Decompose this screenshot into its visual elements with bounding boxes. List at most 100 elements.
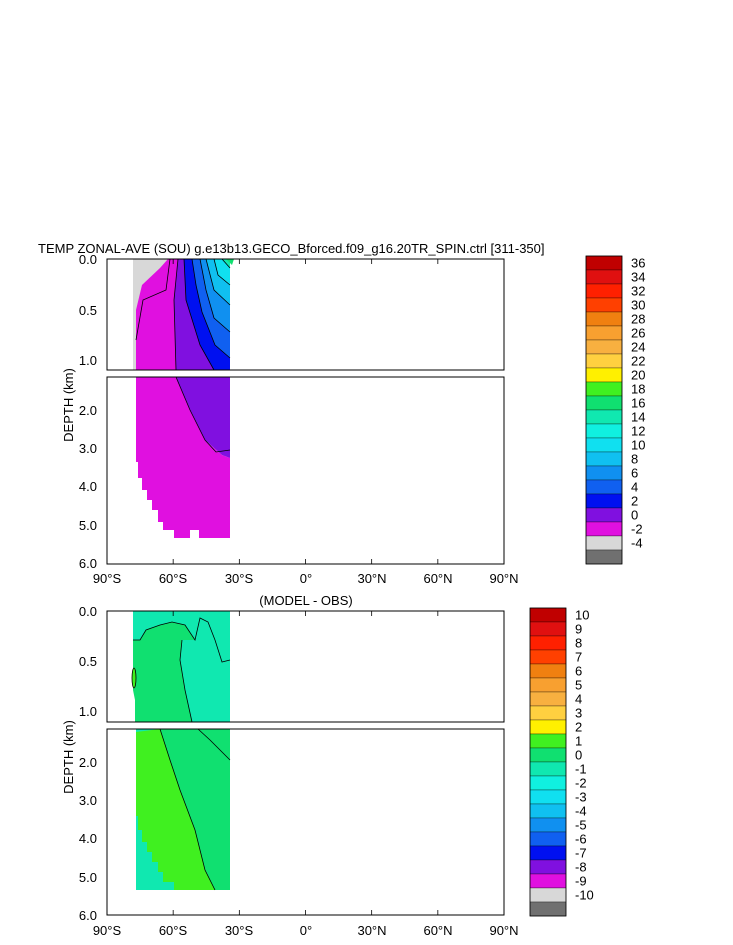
colorbar-bottom-swatch-10	[529, 747, 567, 763]
top-ytick-7: 6.0	[79, 556, 97, 571]
bottom-lower-field	[136, 729, 230, 890]
top-upper-contours	[135, 258, 231, 371]
colorbar-top-label-10: 16	[631, 396, 645, 411]
colorbar-top-swatch-21	[585, 549, 623, 565]
colorbar-top-swatch-16	[585, 479, 623, 495]
colorbar-top-swatch-19	[585, 521, 623, 537]
colorbar-bottom-swatch-14	[529, 803, 567, 819]
colorbar-bottom-label-14: -4	[575, 804, 587, 819]
bottom-ytick-2: 1.0	[79, 704, 97, 719]
colorbar-top-swatch-7	[585, 353, 623, 369]
top-ytick-6: 5.0	[79, 518, 97, 533]
colorbar-bottom-swatch-15	[529, 817, 567, 833]
bottom-upper-field	[132, 611, 230, 722]
colorbar-top-swatch-0	[585, 255, 623, 271]
bottom-xtick-4: 30°N	[357, 923, 386, 938]
colorbar-bottom-label-4: 6	[575, 664, 582, 679]
bottom-xtick-6: 90°N	[489, 923, 518, 938]
colorbar-top-label-4: 28	[631, 312, 645, 327]
colorbar-top-swatch-2	[585, 283, 623, 299]
colorbar-top-swatch-17	[585, 493, 623, 509]
colorbar-top-swatch-12	[585, 423, 623, 439]
colorbar-bottom-swatch-13	[529, 789, 567, 805]
colorbar-top-swatch-11	[585, 409, 623, 425]
top-xtick-5: 60°N	[423, 571, 452, 586]
bottom-ytick-1: 0.5	[79, 654, 97, 669]
bottom-xtick-labels: 90°S 60°S 30°S 0° 30°N 60°N 90°N	[93, 923, 519, 938]
colorbar-top-label-8: 20	[631, 368, 645, 383]
colorbar-top-label-20: -4	[631, 536, 643, 551]
colorbar-top-swatch-1	[585, 269, 623, 285]
colorbar-top-swatch-4	[585, 311, 623, 327]
colorbar-bottom-label-9: 1	[575, 734, 582, 749]
colorbar-bottom-swatch-16	[529, 831, 567, 847]
colorbar-bottom-label-20: -10	[575, 888, 594, 903]
colorbar-top-label-14: 8	[631, 452, 638, 467]
bottom-ytick-4: 3.0	[79, 793, 97, 808]
colorbar-bottom-label-6: 4	[575, 692, 582, 707]
bottom-ytick-0: 0.0	[79, 604, 97, 619]
top-ytick-3: 2.0	[79, 403, 97, 418]
colorbar-bottom-label-2: 8	[575, 636, 582, 651]
colorbar-top-swatch-14	[585, 451, 623, 467]
chart-title: TEMP ZONAL-AVE (SOU) g.e13b13.GECO_Bforc…	[38, 241, 545, 256]
top-lower-field	[136, 377, 230, 540]
top-ytick-4: 3.0	[79, 441, 97, 456]
colorbar-top-frame	[585, 255, 623, 565]
top-ytick-2: 1.0	[79, 353, 97, 368]
colorbar-bottom-label-12: -2	[575, 776, 587, 791]
colorbar-top-label-9: 18	[631, 382, 645, 397]
colorbar-bottom-label-16: -6	[575, 832, 587, 847]
colorbar-top-swatch-20	[585, 535, 623, 551]
colorbar-bottom-swatch-4	[529, 663, 567, 679]
colorbar-bottom-swatch-3	[529, 649, 567, 665]
colorbar-bottom-swatch-0	[529, 607, 567, 623]
top-ytick-5: 4.0	[79, 479, 97, 494]
top-xtick-1: 60°S	[159, 571, 188, 586]
colorbar-top-label-16: 4	[631, 480, 638, 495]
colorbar-bottom-swatch-5	[529, 677, 567, 693]
colorbar-top-swatch-18	[585, 507, 623, 523]
top-ytick-0: 0.0	[79, 252, 97, 267]
colorbar-top-swatch-6	[585, 339, 623, 355]
bottom-xtick-3: 0°	[300, 923, 312, 938]
bottom-ylabel: DEPTH (km)	[61, 720, 76, 794]
colorbar-bottom-swatch-21	[529, 901, 567, 917]
colorbar-bottom-label-3: 7	[575, 650, 582, 665]
top-xtick-0: 90°S	[93, 571, 122, 586]
colorbar-top-swatch-15	[585, 465, 623, 481]
colorbar-top-label-17: 2	[631, 494, 638, 509]
bottom-ytick-7: 6.0	[79, 908, 97, 923]
colorbar-top-label-13: 10	[631, 438, 645, 453]
colorbar-top-swatch-10	[585, 395, 623, 411]
colorbar-top-label-18: 0	[631, 508, 638, 523]
colorbar-top-label-2: 32	[631, 284, 645, 299]
colorbar-bottom-label-13: -3	[575, 790, 587, 805]
colorbar-bottom-label-11: -1	[575, 762, 587, 777]
colorbar-bottom-swatch-20	[529, 887, 567, 903]
bottom-lower-contours	[159, 728, 231, 891]
top-axis-ticks	[106, 259, 505, 564]
colorbar-top-label-15: 6	[631, 466, 638, 481]
bottom-xtick-2: 30°S	[225, 923, 254, 938]
top-xtick-labels: 90°S 60°S 30°S 0° 30°N 60°N 90°N	[93, 571, 519, 586]
colorbar-bottom-swatch-17	[529, 845, 567, 861]
colorbar-bottom-frame	[529, 607, 567, 917]
colorbar-bottom-swatch-9	[529, 733, 567, 749]
colorbar-bottom-label-1: 9	[575, 622, 582, 637]
colorbar-bottom-label-18: -8	[575, 860, 587, 875]
colorbar-bottom-label-19: -9	[575, 874, 587, 889]
bottom-ytick-5: 4.0	[79, 831, 97, 846]
colorbar-bottom-swatch-2	[529, 635, 567, 651]
colorbar-top-label-7: 22	[631, 354, 645, 369]
top-xtick-3: 0°	[300, 571, 312, 586]
colorbar-top-swatch-8	[585, 367, 623, 383]
colorbar-bottom-swatch-11	[529, 761, 567, 777]
top-xtick-6: 90°N	[489, 571, 518, 586]
bottom-xtick-0: 90°S	[93, 923, 122, 938]
colorbar-top-label-5: 26	[631, 326, 645, 341]
colorbar-top-swatch-9	[585, 381, 623, 397]
top-xtick-2: 30°S	[225, 571, 254, 586]
